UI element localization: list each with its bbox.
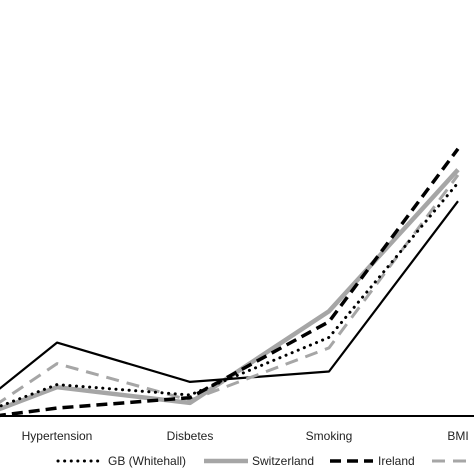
legend-item: Switzerland — [204, 454, 314, 468]
x-tick-labels: Hypertension Disbetes Smoking BMI — [22, 429, 469, 443]
x-tick-label: BMI — [447, 429, 468, 443]
x-tick-label: Hypertension — [22, 429, 93, 443]
legend-label: Switzerland — [252, 454, 314, 468]
x-tick-label: Disbetes — [167, 429, 214, 443]
series-line-0 — [0, 200, 459, 390]
series-line-3 — [0, 147, 460, 418]
series-line-4 — [0, 174, 460, 404]
legend-item: G — [432, 459, 474, 463]
legend: PortugalGB (Whitehall)SwitzerlandIreland… — [56, 454, 474, 468]
x-tick-label: Smoking — [306, 429, 353, 443]
legend-label: Ireland — [378, 454, 415, 468]
legend-item: Ireland — [330, 454, 415, 468]
series-line-1 — [0, 181, 460, 408]
legend-label: GB (Whitehall) — [108, 454, 186, 468]
legend-item: GB (Whitehall) — [56, 454, 186, 468]
series-lines — [0, 147, 460, 418]
